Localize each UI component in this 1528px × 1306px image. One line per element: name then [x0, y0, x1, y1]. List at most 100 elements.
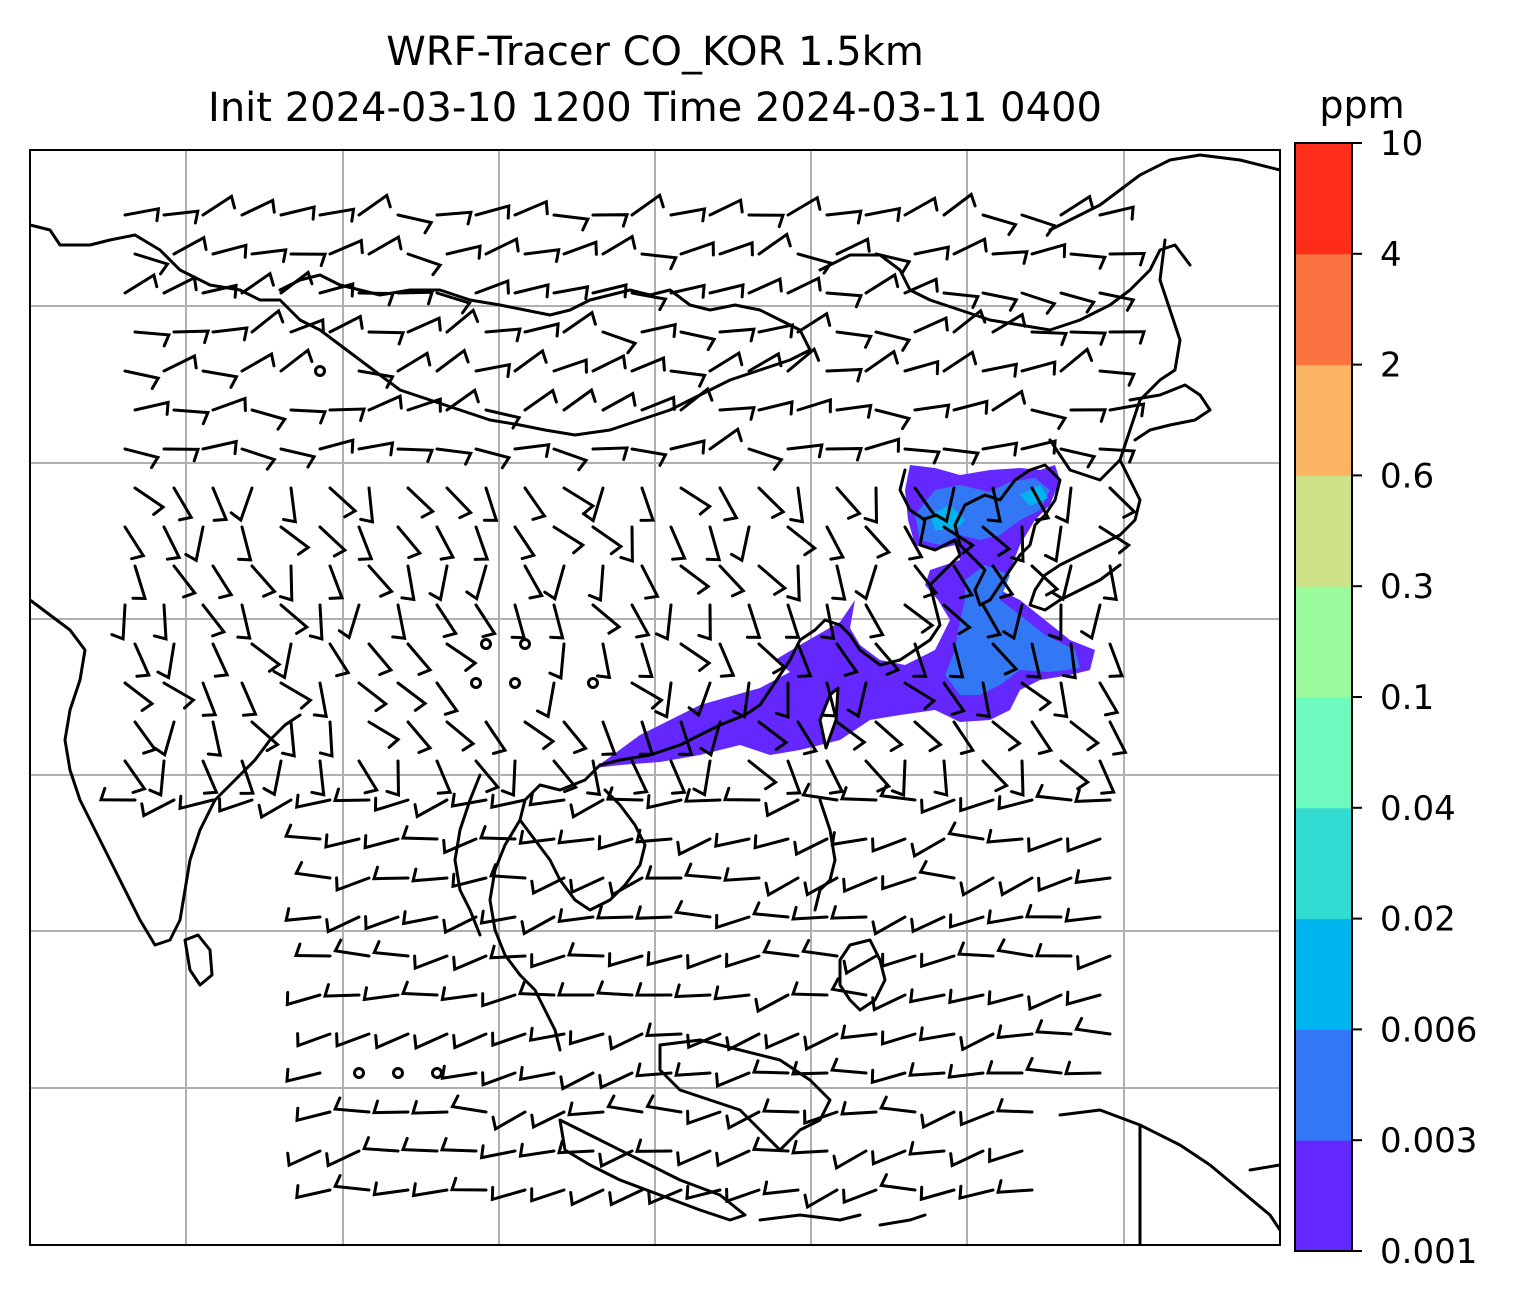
- wind-barb: [718, 240, 754, 257]
- wind-barb: [1074, 1016, 1112, 1036]
- colorbar-swatch: [1295, 253, 1352, 366]
- wind-barb: [981, 441, 1019, 457]
- wind-barb: [835, 486, 862, 520]
- wind-barb: [796, 642, 813, 678]
- wind-barb: [548, 642, 566, 681]
- wind-barb: [871, 837, 907, 854]
- wind-barb: [435, 210, 473, 226]
- wind-barb: [881, 952, 917, 969]
- wind-barb: [211, 326, 249, 342]
- wind-barb: [864, 603, 885, 639]
- wind-barb: [133, 642, 152, 678]
- wind-barb: [123, 272, 159, 295]
- wind-barb: [484, 720, 508, 755]
- wind-barb: [1073, 788, 1112, 803]
- wind-barb: [1069, 252, 1107, 270]
- wind-barb: [920, 952, 956, 969]
- wind-barb: [172, 235, 208, 256]
- wind-barb: [757, 486, 786, 519]
- wind-barb: [569, 1188, 605, 1207]
- wind-barb: [879, 1173, 917, 1192]
- wind-barb: [751, 1136, 790, 1153]
- wind-barb: [952, 720, 976, 755]
- wind-barb: [654, 603, 673, 642]
- wind-barb: [640, 395, 676, 412]
- wind-barb: [528, 791, 566, 807]
- colorbar-tick-label: 0.003: [1380, 1121, 1477, 1161]
- wind-barb: [328, 486, 358, 519]
- wind-barb: [987, 990, 1024, 1006]
- wind-barb: [933, 759, 949, 797]
- wind-barb: [445, 387, 480, 412]
- wind-barb: [1026, 642, 1042, 679]
- wind-barb: [279, 681, 313, 710]
- wind-barb: [669, 439, 706, 455]
- wind-barb: [451, 872, 488, 889]
- wind-barb: [835, 237, 871, 256]
- wind-barb: [879, 783, 917, 802]
- wind-barb: [591, 446, 630, 461]
- wind-barb: [201, 283, 238, 299]
- calm-wind-marker: [509, 677, 521, 689]
- wind-barb: [791, 905, 829, 921]
- wind-barb: [1098, 447, 1137, 464]
- wind-barb: [552, 759, 579, 794]
- wind-barb: [465, 564, 488, 602]
- wind-barb: [262, 759, 283, 797]
- wind-barb: [1108, 402, 1146, 418]
- wind-barb: [913, 564, 939, 599]
- wind-barb: [903, 359, 940, 376]
- wind-barb: [825, 759, 845, 795]
- wind-barb: [201, 759, 219, 795]
- wind-barb: [569, 798, 605, 820]
- wind-barb: [913, 486, 938, 521]
- wind-barb: [543, 564, 566, 602]
- wind-barb: [240, 271, 275, 295]
- wind-barb: [920, 1110, 956, 1130]
- wind-barb: [523, 388, 558, 412]
- wind-barb: [562, 387, 597, 412]
- wind-barb: [328, 642, 351, 678]
- wind-barb: [725, 1110, 761, 1131]
- wind-barb: [367, 564, 395, 598]
- wind-barb: [1030, 720, 1054, 755]
- wind-barb: [484, 236, 520, 256]
- wind-barb: [1065, 990, 1102, 1007]
- wind-barb: [789, 486, 805, 524]
- wind-barb: [474, 278, 510, 295]
- wind-barb: [396, 290, 435, 306]
- wind-barb: [289, 317, 325, 334]
- colorbar-swatch: [1295, 586, 1352, 698]
- wind-barb: [908, 988, 946, 1004]
- wind-barb: [1108, 486, 1137, 519]
- wind-barb: [312, 681, 329, 719]
- wind-barb: [373, 796, 410, 813]
- colorbar-tick-label: 0.3: [1380, 567, 1434, 607]
- calm-wind-marker: [314, 365, 326, 377]
- wind-barb: [279, 525, 311, 556]
- colorbar-tick-label: 0.1: [1380, 678, 1434, 718]
- wind-barb: [996, 938, 1034, 958]
- wind-barb: [1059, 447, 1097, 469]
- wind-barb: [606, 1094, 644, 1114]
- wind-barb: [674, 983, 712, 999]
- wind-barb: [863, 486, 879, 525]
- wind-barb: [751, 1059, 790, 1075]
- wind-barb: [289, 252, 328, 268]
- wind-barb: [881, 875, 917, 891]
- wind-barb: [1108, 330, 1147, 345]
- wind-barb: [357, 369, 395, 389]
- wind-barb: [363, 834, 400, 850]
- wind-barb: [172, 564, 198, 599]
- calm-wind-marker: [470, 677, 482, 689]
- wind-barb: [864, 525, 892, 559]
- wind-barb: [1080, 603, 1102, 641]
- wind-barb: [753, 834, 790, 850]
- wind-barb: [786, 275, 822, 295]
- wind-barb: [285, 1067, 322, 1084]
- wind-barb: [718, 405, 756, 421]
- wind-barb: [332, 1174, 371, 1192]
- wind-barb: [803, 1109, 839, 1126]
- wind-barb: [991, 564, 1015, 599]
- wind-barb: [374, 1032, 410, 1050]
